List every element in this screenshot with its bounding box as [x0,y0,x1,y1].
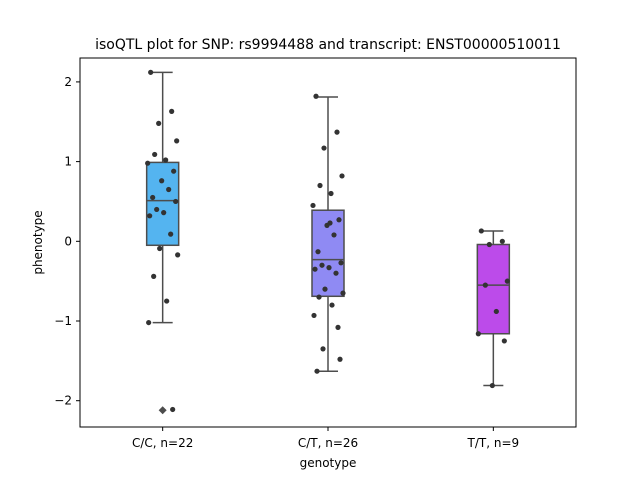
data-point [312,266,318,272]
data-point [504,278,510,284]
data-point [326,265,332,271]
x-tick-label: T/T, n=9 [467,436,520,450]
data-point [166,186,172,193]
data-point [174,138,180,144]
data-point [340,290,346,296]
box-group [310,93,346,374]
data-point [152,151,158,158]
data-point [329,302,335,308]
box-iqr [476,243,511,335]
data-point [147,213,153,219]
data-point [489,382,495,389]
data-point [163,157,169,163]
x-tick-label: C/T, n=26 [298,436,358,450]
data-point [336,217,342,223]
data-point [157,245,163,252]
x-tick-label: C/C, n=22 [132,436,193,450]
y-tick-label: −1 [54,314,72,328]
data-point [486,241,492,248]
data-point [316,294,322,300]
data-point [170,406,176,413]
data-point [334,129,340,135]
data-point [311,312,317,319]
data-point [493,308,499,315]
data-point [164,298,170,304]
data-point [168,231,174,237]
data-point [333,270,339,276]
box-group [145,69,181,415]
plot-area [145,69,511,415]
data-point [161,210,167,216]
chart-title: isoQTL plot for SNP: rs9994488 and trans… [95,37,561,53]
data-point [146,319,152,326]
y-axis-label: phenotype [31,210,45,274]
x-axis-label: genotype [300,456,357,470]
data-point [499,238,505,244]
data-point [145,160,151,166]
data-point [337,356,343,362]
data-point [482,282,488,288]
data-point [310,202,316,209]
data-point [314,368,320,374]
data-point [148,69,154,75]
data-point [156,120,162,126]
outlier-marker [158,406,167,415]
data-point [338,260,344,266]
data-point [173,198,179,205]
data-point [321,145,327,151]
y-tick-label: 0 [64,234,72,248]
data-point [171,168,177,174]
data-point [501,338,507,344]
data-point [159,178,165,184]
data-point [313,93,319,99]
data-point [478,228,484,234]
y-tick-label: 2 [64,75,72,89]
data-point [319,262,325,268]
data-point [175,252,181,258]
data-point [327,220,333,226]
data-point [317,182,323,189]
data-point [151,273,157,279]
data-point [320,346,326,352]
axes: C/C, n=22 C/T, n=26 T/T, n=9 2 1 0 −1 −2 [54,75,519,450]
data-point [331,232,337,238]
data-point [475,331,481,337]
box-iqr [145,161,180,247]
data-point [322,286,328,292]
y-tick-label: −2 [54,394,72,408]
data-point [169,108,175,114]
box-group [475,228,511,389]
data-point [150,194,156,201]
data-point [335,324,341,330]
data-point [154,206,160,213]
y-tick-label: 1 [64,155,72,169]
data-point [315,249,321,255]
data-point [328,190,334,197]
data-point [339,173,345,179]
